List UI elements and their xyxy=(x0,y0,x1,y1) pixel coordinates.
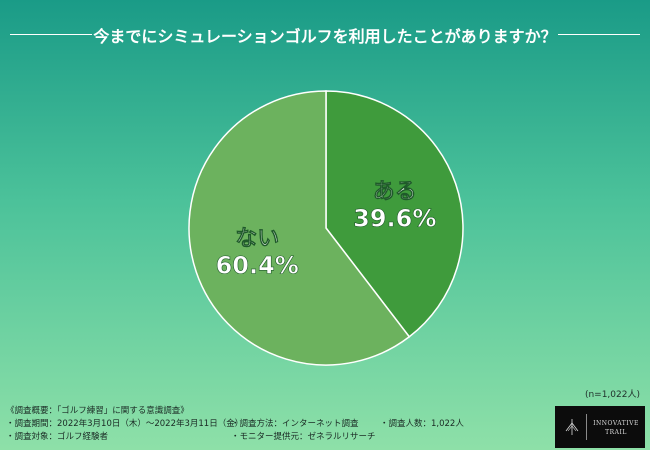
survey-target: ・調査対象：ゴルフ経験者 xyxy=(6,432,109,442)
slice-value-1: 39.6% xyxy=(353,205,436,233)
slice-value-2: 60.4% xyxy=(216,251,299,279)
innovative-trail-logo: INNOVATIVE TRAIL xyxy=(555,406,645,448)
logo-mark-icon xyxy=(565,419,579,435)
pie-slice-2 xyxy=(188,90,411,366)
slice-label-1: ある xyxy=(373,180,417,205)
survey-provider: ・モニター提供元：ゼネラルリサーチ xyxy=(231,432,376,442)
title-bar: 今までにシミュレーションゴルフを利用したことがありますか？ xyxy=(0,20,650,50)
survey-method: ・調査方法：インターネット調査 xyxy=(231,419,359,429)
title-divider-left xyxy=(10,34,92,35)
survey-heading: 《調査概要：「ゴルフ練習」に関する意識調査》 xyxy=(6,406,189,416)
slice-label-2: ない xyxy=(235,226,279,251)
logo-text-line1: INNOVATIVE xyxy=(593,420,639,427)
survey-period: ・調査期間：2022年3月10日（木）〜2022年3月11日（金） xyxy=(6,419,244,429)
chart-title: 今までにシミュレーションゴルフを利用したことがありますか？ xyxy=(93,27,557,46)
survey-summary: 《調査概要：「ゴルフ練習」に関する意識調査》 ・調査期間：2022年3月10日（… xyxy=(6,405,551,449)
logo-separator xyxy=(586,414,587,440)
title-divider-right xyxy=(558,34,640,35)
logo-text-line2: TRAIL xyxy=(605,429,627,436)
sample-size-label: (n=1,022人) xyxy=(584,390,640,400)
survey-count: ・調査人数：1,022人 xyxy=(380,419,464,429)
pie-slice-1 xyxy=(325,90,464,338)
